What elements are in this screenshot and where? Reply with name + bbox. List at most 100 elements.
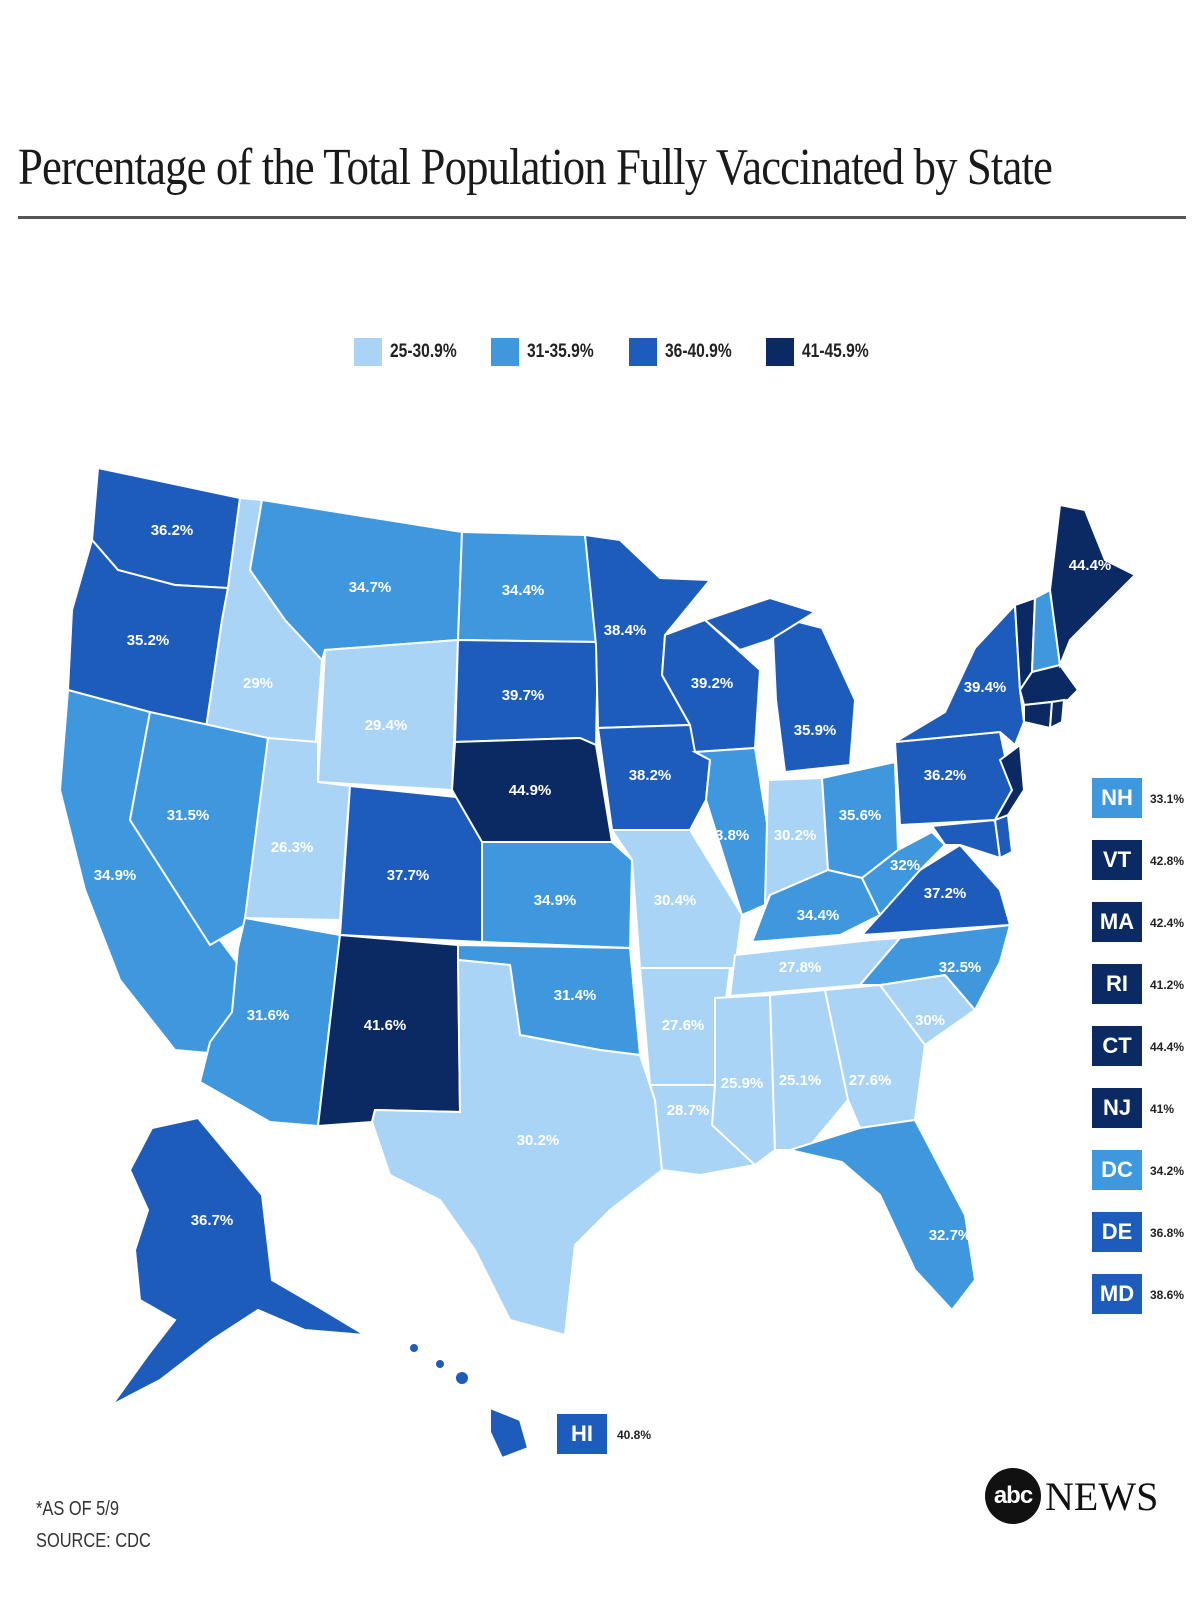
label-ga: 27.6% bbox=[849, 1072, 892, 1089]
label-wy: 29.4% bbox=[365, 717, 408, 734]
legend-swatch bbox=[628, 338, 657, 366]
label-wv: 32% bbox=[890, 857, 920, 874]
label-ky: 34.4% bbox=[797, 907, 840, 924]
state-nc bbox=[857, 923, 1012, 1012]
label-tx: 30.2% bbox=[517, 1132, 560, 1149]
callout-value-ma: 42.4% bbox=[1150, 916, 1185, 930]
label-nc: 32.5% bbox=[939, 959, 982, 976]
label-tn: 27.8% bbox=[779, 959, 822, 976]
label-mo: 30.4% bbox=[654, 892, 697, 909]
state-ct bbox=[1023, 700, 1054, 730]
label-ok: 31.4% bbox=[554, 987, 597, 1004]
callout-value-hi: 40.8% bbox=[617, 1428, 652, 1442]
label-pa: 36.2% bbox=[924, 767, 967, 784]
label-fl: 32.7% bbox=[929, 1227, 972, 1244]
label-ne: 44.9% bbox=[509, 782, 552, 799]
footnote-source: SOURCE: CDC bbox=[36, 1530, 151, 1552]
callout-box-nh: NH bbox=[1092, 778, 1142, 818]
state-nv bbox=[128, 710, 270, 947]
legend-item: 25-30.9% bbox=[354, 338, 471, 366]
label-wa: 36.2% bbox=[151, 522, 194, 539]
state-il bbox=[691, 746, 770, 917]
state-md bbox=[930, 818, 1002, 860]
state-ny bbox=[894, 602, 1026, 747]
state-hi bbox=[489, 1406, 530, 1460]
state-tx bbox=[370, 958, 664, 1337]
callout-box-dc: DC bbox=[1092, 1150, 1142, 1190]
callout-box-ri: RI bbox=[1092, 964, 1142, 1004]
state-nj bbox=[992, 743, 1026, 822]
label-nv: 31.5% bbox=[167, 807, 210, 824]
label-sd: 39.7% bbox=[502, 687, 545, 704]
label-wi: 39.2% bbox=[691, 675, 734, 692]
callout-value-nj: 41% bbox=[1150, 1102, 1175, 1116]
label-ar: 27.6% bbox=[662, 1017, 705, 1034]
label-ca: 34.9% bbox=[94, 867, 137, 884]
callout-box-vt: VT bbox=[1092, 840, 1142, 880]
abc-news-logo: abc NEWS bbox=[985, 1468, 1158, 1524]
label-ks: 34.9% bbox=[534, 892, 577, 909]
callout-value-md: 38.6% bbox=[1150, 1288, 1185, 1302]
footnote-date: *AS OF 5/9 bbox=[36, 1498, 119, 1520]
label-nd: 34.4% bbox=[502, 582, 545, 599]
label-id: 29% bbox=[243, 675, 273, 692]
legend-item: 36-40.9% bbox=[628, 338, 746, 366]
label-il: 33.8% bbox=[707, 827, 750, 844]
legend-swatch bbox=[491, 338, 520, 366]
news-wordmark: NEWS bbox=[1045, 1473, 1159, 1519]
callout-box-hi: HI bbox=[557, 1414, 607, 1454]
label-ia: 38.2% bbox=[629, 767, 672, 784]
state-mi bbox=[770, 613, 857, 774]
legend-label: 41-45.9% bbox=[802, 341, 869, 362]
label-in: 30.2% bbox=[774, 827, 817, 844]
label-va: 37.2% bbox=[924, 885, 967, 902]
callout-value-dc: 34.2% bbox=[1150, 1164, 1185, 1178]
label-ms: 25.9% bbox=[721, 1075, 764, 1092]
legend-label: 25-30.9% bbox=[390, 341, 457, 362]
state-ks bbox=[481, 841, 634, 950]
label-me: 44.4% bbox=[1069, 557, 1112, 574]
state-hi-island bbox=[434, 1358, 446, 1370]
title-rule bbox=[18, 216, 1186, 219]
state-hi-island bbox=[454, 1370, 470, 1386]
callout-box-md: MD bbox=[1092, 1274, 1142, 1314]
label-oh: 35.6% bbox=[839, 807, 882, 824]
state-fl bbox=[786, 1118, 977, 1312]
callout-value-nh: 33.1% bbox=[1150, 792, 1185, 806]
callout-box-ma: MA bbox=[1092, 902, 1142, 942]
label-mn: 38.4% bbox=[604, 622, 647, 639]
label-mi: 35.9% bbox=[794, 722, 837, 739]
legend-item: 41-45.9% bbox=[766, 338, 883, 366]
label-mt: 34.7% bbox=[349, 579, 392, 596]
label-ny: 39.4% bbox=[964, 679, 1007, 696]
label-co: 37.7% bbox=[387, 867, 430, 884]
legend-swatch bbox=[766, 338, 795, 366]
label-ut: 26.3% bbox=[271, 839, 314, 856]
callout-box-de: DE bbox=[1092, 1212, 1142, 1252]
legend-swatch bbox=[354, 338, 382, 366]
state-ak bbox=[111, 1116, 366, 1406]
label-az: 31.6% bbox=[247, 1007, 290, 1024]
label-or: 35.2% bbox=[127, 632, 170, 649]
callout-value-ri: 41.2% bbox=[1150, 978, 1185, 992]
state-mi-up bbox=[703, 596, 818, 652]
label-nm: 41.6% bbox=[364, 1017, 407, 1034]
map-title: Percentage of the Total Population Fully… bbox=[18, 139, 1053, 196]
callout-box-nj: NJ bbox=[1092, 1088, 1142, 1128]
label-al: 25.1% bbox=[779, 1072, 822, 1089]
callout-value-de: 36.8% bbox=[1150, 1226, 1185, 1240]
label-ak: 36.7% bbox=[191, 1212, 234, 1229]
callout-box-ct: CT bbox=[1092, 1026, 1142, 1066]
label-la: 28.7% bbox=[667, 1102, 710, 1119]
state-ri bbox=[1048, 698, 1066, 730]
label-sc: 30% bbox=[915, 1012, 945, 1029]
callout-value-vt: 42.8% bbox=[1150, 854, 1185, 868]
legend: 25-30.9% 31-35.9% 36-40.9% 41-45.9% bbox=[354, 336, 883, 368]
legend-item: 31-35.9% bbox=[491, 338, 608, 366]
abc-logo-mark: abc bbox=[985, 1468, 1041, 1524]
state-me bbox=[1048, 503, 1137, 669]
callout-value-ct: 44.4% bbox=[1150, 1040, 1185, 1054]
state-hi-island bbox=[408, 1342, 420, 1354]
legend-label: 36-40.9% bbox=[664, 341, 732, 362]
